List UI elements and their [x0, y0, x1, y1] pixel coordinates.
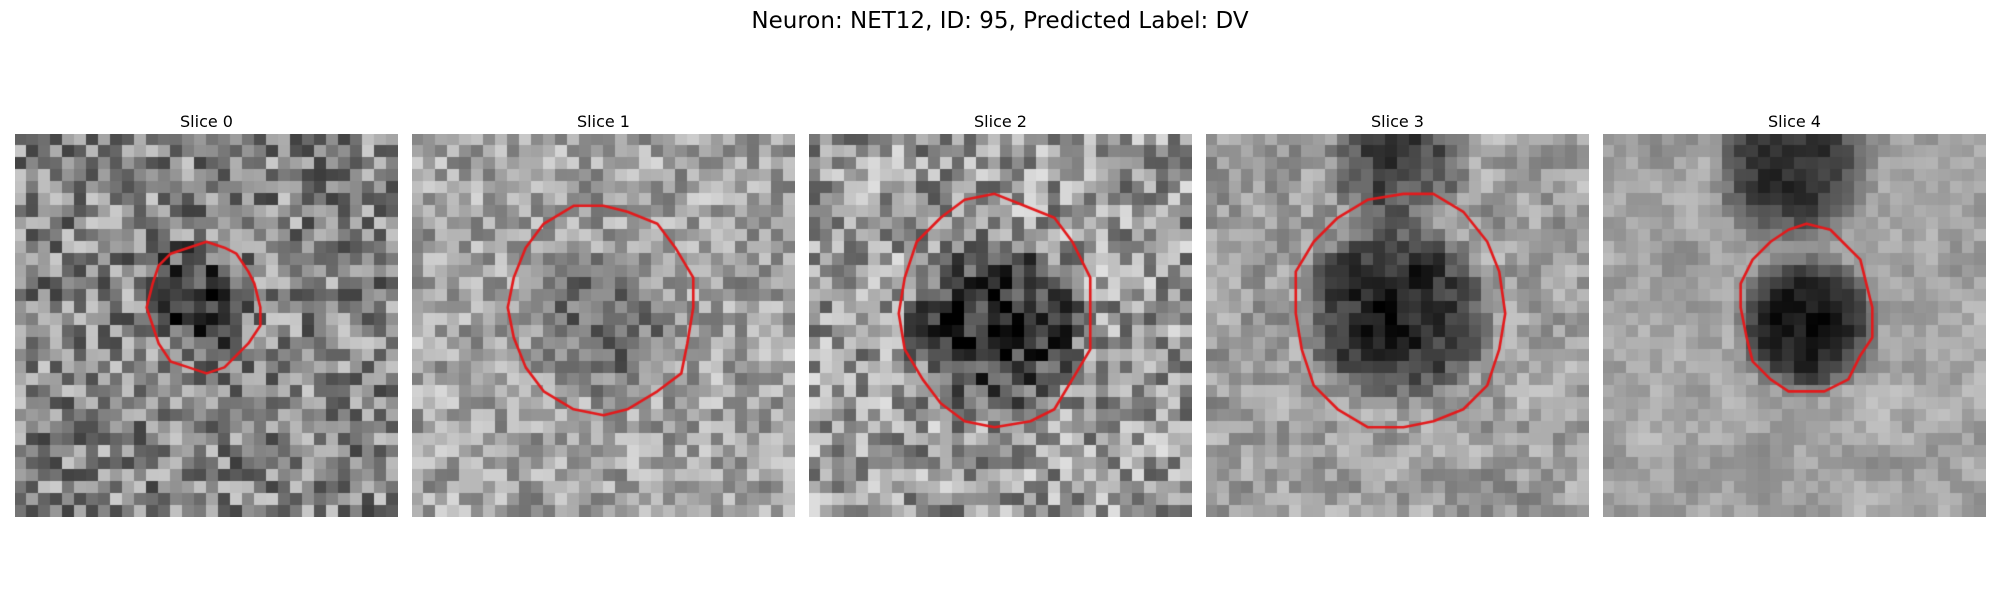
slice-panel-3: Slice 3 — [1206, 110, 1589, 517]
slice-image-0 — [15, 134, 398, 517]
slice-image-1 — [412, 134, 795, 517]
slice-panel-1: Slice 1 — [412, 110, 795, 517]
slice-image-3 — [1206, 134, 1589, 517]
slice-title-0: Slice 0 — [180, 112, 233, 131]
slice-panel-4: Slice 4 — [1603, 110, 1986, 517]
slice-panel-0: Slice 0 — [15, 110, 398, 517]
slice-title-4: Slice 4 — [1768, 112, 1821, 131]
slice-title-3: Slice 3 — [1371, 112, 1424, 131]
slice-image-2 — [809, 134, 1192, 517]
figure-title: Neuron: NET12, ID: 95, Predicted Label: … — [751, 8, 1249, 34]
slice-title-1: Slice 1 — [577, 112, 630, 131]
slice-title-2: Slice 2 — [974, 112, 1027, 131]
slice-panel-2: Slice 2 — [809, 110, 1192, 517]
slice-image-4 — [1603, 134, 1986, 517]
